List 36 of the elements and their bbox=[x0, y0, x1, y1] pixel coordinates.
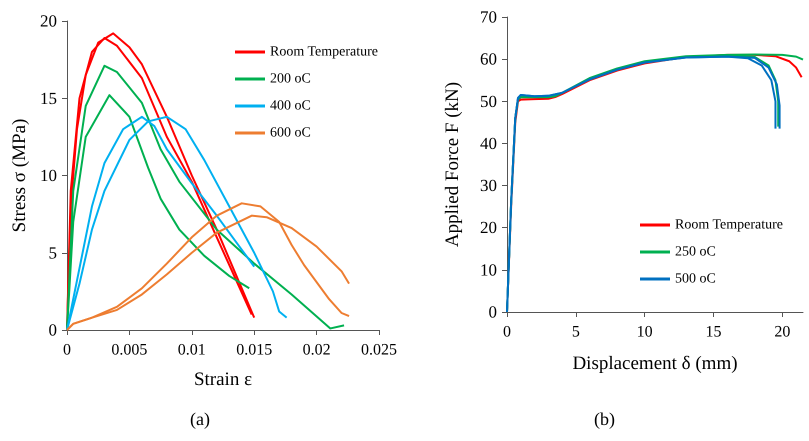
legend-label: 400 oC bbox=[270, 98, 311, 114]
legend-label: Room Temperature bbox=[675, 218, 784, 232]
y-tick-label: 0 bbox=[488, 302, 497, 322]
legend-label: Room Temperature bbox=[270, 44, 378, 60]
x-tick-label: 0.015 bbox=[236, 342, 272, 358]
x-tick-label: 10 bbox=[636, 324, 653, 340]
y-tick-label: 20 bbox=[40, 12, 57, 30]
x-axis-title: Displacement δ (mm) bbox=[572, 353, 738, 374]
legend-label: 250 oC bbox=[675, 244, 716, 260]
y-tick-label: 10 bbox=[480, 260, 497, 280]
x-tick-label: 0 bbox=[63, 342, 71, 358]
y-tick-label: 30 bbox=[480, 176, 497, 196]
y-tick-label: 60 bbox=[480, 50, 497, 69]
y-tick-label: 70 bbox=[480, 8, 497, 26]
y-tick-label: 10 bbox=[40, 166, 57, 185]
x-tick-label: 5 bbox=[572, 324, 580, 340]
legend-label: 600 oC bbox=[270, 126, 311, 140]
text: (a) bbox=[190, 409, 210, 429]
y-tick-label: 40 bbox=[480, 134, 497, 153]
x-tick-label: 0.005 bbox=[111, 342, 148, 358]
y-tick-label: 20 bbox=[480, 218, 497, 238]
y-axis-title: Applied Force F (kN) bbox=[442, 82, 463, 248]
x-tick-label: 15 bbox=[706, 324, 722, 340]
y-tick-label: 5 bbox=[48, 243, 57, 262]
x-tick-label: 20 bbox=[774, 324, 790, 340]
x-tick-label: 0.02 bbox=[302, 342, 331, 358]
x-tick-label: 0 bbox=[503, 324, 511, 340]
x-tick-label: 0.025 bbox=[361, 342, 397, 358]
x-tick-label: 0.01 bbox=[178, 342, 206, 358]
legend-label: 500 oC bbox=[675, 272, 716, 286]
y-tick-label: 15 bbox=[40, 88, 57, 108]
legend-label: 200 oC bbox=[270, 72, 311, 86]
y-axis-title: Stress σ (MPa) bbox=[9, 118, 30, 232]
y-tick-label: 50 bbox=[480, 92, 497, 111]
x-axis-title: Strain ε bbox=[194, 369, 252, 390]
text: (b) bbox=[594, 409, 616, 429]
